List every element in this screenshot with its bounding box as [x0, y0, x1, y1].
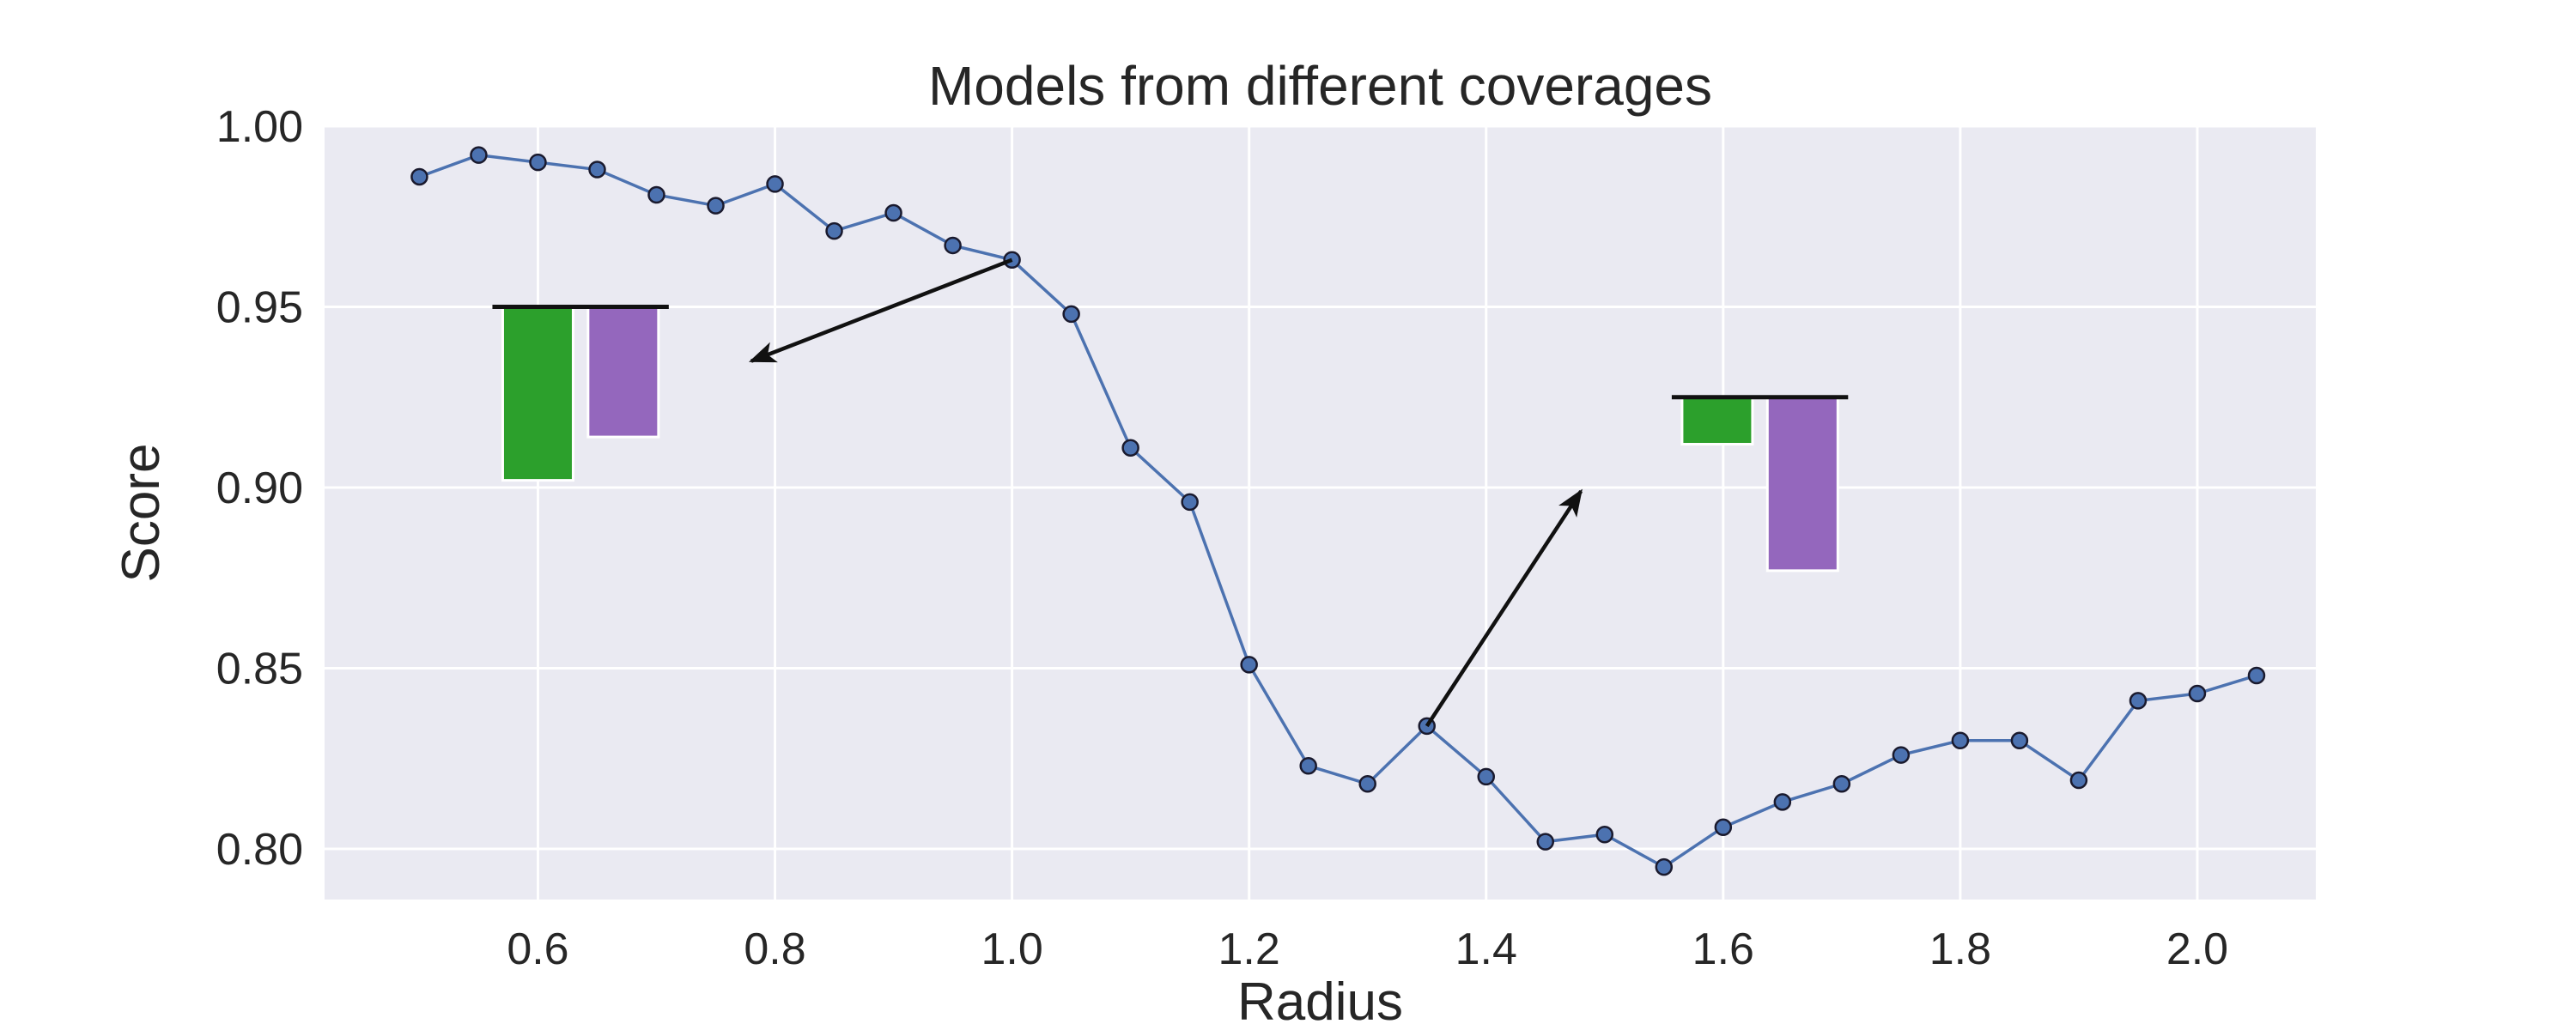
inset-bar — [501, 306, 574, 482]
x-tick-label: 1.8 — [1929, 924, 1991, 974]
data-point — [2069, 771, 2088, 790]
data-point — [1595, 825, 1614, 844]
inset-arrow — [748, 258, 1013, 363]
inset-bar — [1765, 396, 1839, 573]
data-point — [1536, 833, 1555, 851]
x-tick-label: 0.6 — [507, 924, 568, 974]
y-tick-label: 1.00 — [216, 102, 303, 152]
inset-layer — [492, 258, 1849, 728]
series-layer — [410, 146, 2266, 876]
data-point — [1358, 775, 1376, 793]
y-tick-label: 0.80 — [216, 825, 303, 875]
tick-labels: 0.6 0.8 1.0 1.2 1.4 1.6 1.8 2.0 0.80 0.85 0.90 0.95… — [216, 102, 2228, 974]
plot-area — [325, 126, 2316, 900]
data-point — [529, 153, 547, 172]
data-point — [647, 185, 665, 204]
data-point — [1832, 775, 1851, 793]
y-tick-label: 0.85 — [216, 645, 303, 694]
data-point — [1121, 439, 1139, 457]
inset-arrow — [1425, 488, 1583, 728]
inset-bar — [586, 306, 660, 439]
x-tick-label: 1.2 — [1218, 924, 1280, 974]
data-point — [2129, 692, 2148, 710]
inset-bar — [1680, 396, 1754, 446]
data-point — [825, 221, 843, 240]
data-point — [2010, 731, 2029, 749]
data-point — [588, 161, 606, 179]
data-point — [766, 175, 784, 193]
chart-title: Models from different coverages — [928, 55, 1712, 117]
y-tick-label: 0.90 — [216, 464, 303, 513]
data-point — [1655, 857, 1674, 876]
data-point — [1062, 305, 1080, 324]
data-point — [470, 146, 488, 164]
data-point — [1714, 818, 1733, 837]
data-point — [884, 203, 902, 222]
x-tick-label: 2.0 — [2166, 924, 2228, 974]
series-line — [418, 153, 2257, 869]
x-tick-label: 0.8 — [744, 924, 805, 974]
data-point — [1299, 756, 1317, 775]
data-point — [2188, 684, 2207, 703]
data-point — [1240, 656, 1258, 674]
data-point — [1773, 793, 1792, 811]
data-point — [2247, 666, 2266, 685]
x-tick-label: 1.0 — [981, 924, 1042, 974]
x-axis-title: Radius — [1237, 972, 1403, 1030]
data-point — [410, 167, 428, 186]
data-point — [707, 197, 725, 215]
y-axis-title: Score — [112, 444, 171, 583]
data-point — [944, 236, 962, 255]
data-point — [1892, 746, 1911, 764]
x-tick-label: 1.4 — [1455, 924, 1517, 974]
data-point — [1477, 767, 1495, 786]
data-point — [1951, 731, 1970, 749]
y-tick-label: 0.95 — [216, 283, 303, 333]
x-tick-label: 1.6 — [1692, 924, 1754, 974]
data-point — [1181, 493, 1199, 512]
